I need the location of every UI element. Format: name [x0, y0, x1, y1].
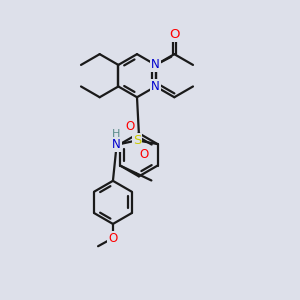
Text: O: O	[139, 148, 148, 161]
Text: O: O	[108, 232, 118, 244]
Text: N: N	[151, 80, 160, 93]
Text: H: H	[112, 129, 120, 140]
Text: O: O	[126, 120, 135, 133]
Text: N: N	[112, 138, 121, 151]
Text: O: O	[169, 28, 180, 41]
Text: S: S	[133, 134, 141, 147]
Text: N: N	[151, 58, 160, 71]
